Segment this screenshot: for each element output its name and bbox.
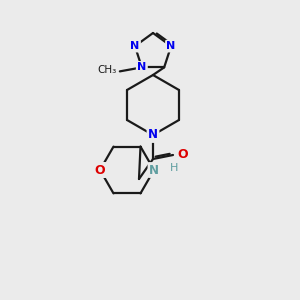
Text: H: H: [170, 163, 178, 173]
Text: O: O: [177, 148, 188, 161]
Text: CH₃: CH₃: [98, 65, 117, 75]
Text: N: N: [167, 41, 176, 51]
Text: N: N: [148, 128, 158, 142]
Text: N: N: [130, 41, 140, 51]
Text: O: O: [95, 164, 105, 176]
Text: N: N: [137, 62, 146, 72]
Text: N: N: [149, 164, 159, 176]
